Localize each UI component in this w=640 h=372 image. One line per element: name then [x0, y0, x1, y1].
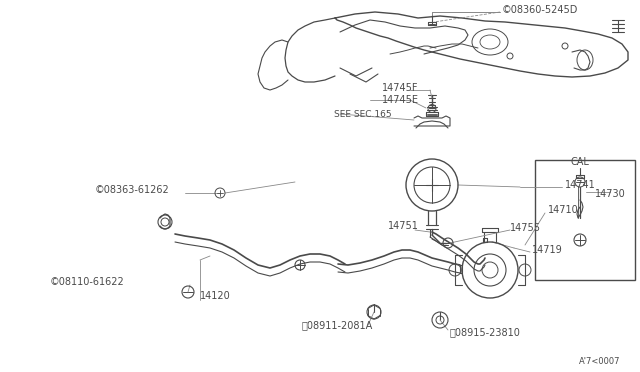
Text: 14751: 14751: [388, 221, 419, 231]
Text: A'7<0007: A'7<0007: [579, 357, 620, 366]
Text: Ⓦ08915-23810: Ⓦ08915-23810: [450, 327, 521, 337]
Text: ⓝ08911-2081A: ⓝ08911-2081A: [302, 320, 373, 330]
Text: CAL: CAL: [571, 157, 589, 167]
Text: 14741: 14741: [565, 180, 596, 190]
Text: 14730: 14730: [595, 189, 626, 199]
Text: 14745F: 14745F: [382, 83, 419, 93]
Bar: [535, 160, 635, 280]
Text: 14719: 14719: [532, 245, 563, 255]
Text: ©08110-61622: ©08110-61622: [50, 277, 125, 287]
Text: 14710: 14710: [548, 205, 579, 215]
Text: ©08360-5245D: ©08360-5245D: [502, 5, 579, 15]
Text: ©08363-61262: ©08363-61262: [95, 185, 170, 195]
Text: 14120: 14120: [200, 291, 231, 301]
Text: 14745E: 14745E: [382, 95, 419, 105]
Text: 14755: 14755: [510, 223, 541, 233]
Text: SEE SEC.165: SEE SEC.165: [334, 109, 392, 119]
